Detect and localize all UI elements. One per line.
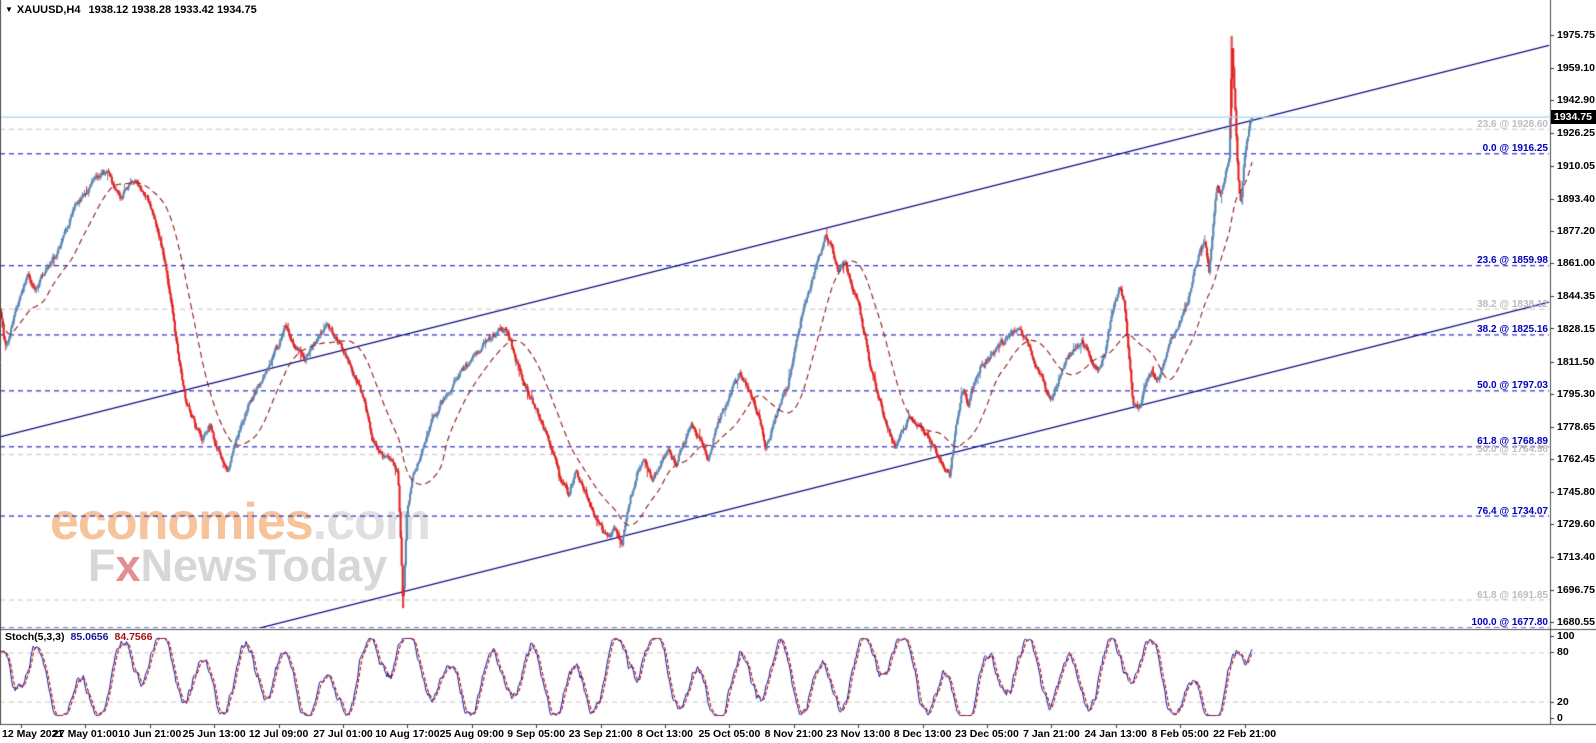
price-chart-canvas[interactable] — [0, 0, 1596, 743]
trading-chart-window: economies.com FxNewsToday ▼XAUUSD,H41938… — [0, 0, 1596, 743]
